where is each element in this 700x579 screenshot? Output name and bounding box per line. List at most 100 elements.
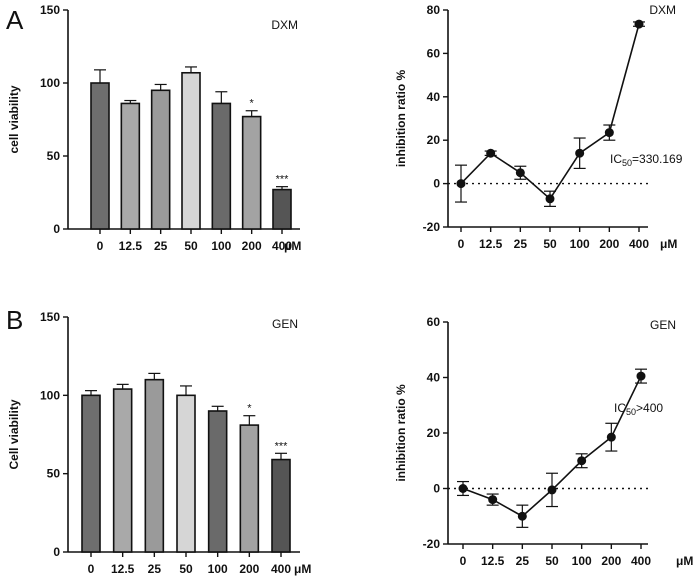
data-point xyxy=(486,148,496,158)
significance-marker: *** xyxy=(275,440,289,452)
y-tick-label: 80 xyxy=(427,3,441,17)
y-tick-label: 0 xyxy=(53,545,60,559)
y-tick-label: 50 xyxy=(47,149,61,163)
bar xyxy=(144,378,165,553)
x-tick-label: 12.5 xyxy=(111,562,135,576)
x-tick-label: 25 xyxy=(154,239,168,253)
y-tick-label: 20 xyxy=(427,133,441,147)
x-unit-label: μM xyxy=(294,562,311,576)
bar xyxy=(112,388,133,553)
bar xyxy=(90,82,110,230)
bar xyxy=(272,188,292,230)
y-tick-label: 0 xyxy=(53,222,60,236)
x-tick-label: 100 xyxy=(572,554,592,568)
y-axis-title: inhibition ratio % xyxy=(394,70,408,168)
x-tick-label: 100 xyxy=(570,237,590,251)
bar xyxy=(207,410,228,553)
x-tick-label: 0 xyxy=(88,562,95,576)
chart-title: DXM xyxy=(271,18,298,32)
y-tick-label: 40 xyxy=(427,371,441,385)
data-point xyxy=(458,484,468,493)
bar xyxy=(176,394,196,553)
x-tick-label: 0 xyxy=(97,239,104,253)
x-tick-label: 0 xyxy=(460,554,467,568)
y-tick-label: 60 xyxy=(427,315,441,329)
significance-marker: * xyxy=(250,98,255,110)
bar xyxy=(120,102,141,230)
ic50-annotation: IC50>400 xyxy=(614,401,663,417)
x-tick-label: 50 xyxy=(179,562,193,576)
x-tick-label: 400 xyxy=(272,239,292,253)
y-tick-label: 0 xyxy=(433,482,440,496)
data-point xyxy=(488,495,498,505)
panel-letter-a: A xyxy=(6,5,24,35)
data-point xyxy=(634,19,644,29)
y-axis-title: cell viability xyxy=(7,85,21,153)
x-tick-label: 25 xyxy=(516,554,530,568)
x-unit-label: μM xyxy=(676,554,693,568)
bar xyxy=(211,102,232,230)
chart-title: GEN xyxy=(272,317,298,331)
data-point xyxy=(577,456,587,466)
x-tick-label: 12.5 xyxy=(481,554,505,568)
x-tick-label: 200 xyxy=(242,239,262,253)
y-tick-label: -20 xyxy=(423,220,441,234)
data-point xyxy=(547,485,557,495)
x-unit-label: μM xyxy=(284,239,301,253)
y-axis-title: inhibition ratio % xyxy=(394,384,408,482)
data-point xyxy=(517,511,527,521)
y-axis-title: Cell viability xyxy=(7,399,21,469)
chart-title: GEN xyxy=(650,318,676,332)
data-point xyxy=(515,168,525,178)
x-tick-label: 100 xyxy=(211,239,231,253)
dxm-inhibition-chart: -20 0 20 40 60 80 inhibition ratio % 0 12.5 25 50 1… xyxy=(394,3,683,251)
bar xyxy=(271,458,291,553)
y-tick-label: -20 xyxy=(423,537,441,551)
x-tick-label: 400 xyxy=(271,562,291,576)
data-point xyxy=(636,371,646,381)
bar xyxy=(81,394,101,553)
x-tick-label: 400 xyxy=(629,237,649,251)
bar xyxy=(241,115,262,230)
x-tick-label: 50 xyxy=(545,554,559,568)
x-tick-label: 200 xyxy=(601,554,621,568)
series-line xyxy=(460,23,640,201)
x-tick-label: 25 xyxy=(148,562,162,576)
x-unit-label: μM xyxy=(660,237,677,251)
data-point xyxy=(606,432,616,442)
x-tick-label: 12.5 xyxy=(479,237,503,251)
y-tick-label: 60 xyxy=(427,46,441,60)
bar xyxy=(150,89,171,230)
data-point xyxy=(604,128,614,138)
x-tick-label: 0 xyxy=(458,237,465,251)
x-tick-label: 50 xyxy=(184,239,198,253)
x-tick-label: 100 xyxy=(208,562,228,576)
gen-cell-viability-chart: 0 50 100 150 Cell viability 0 12.5 25 50 100 200 40… xyxy=(7,310,311,576)
significance-marker: * xyxy=(247,403,252,415)
y-tick-label: 0 xyxy=(433,177,440,191)
y-tick-label: 100 xyxy=(40,76,60,90)
y-tick-label: 40 xyxy=(427,90,441,104)
y-tick-label: 150 xyxy=(40,3,60,17)
y-tick-label: 50 xyxy=(47,467,61,481)
data-point xyxy=(545,194,555,204)
gen-inhibition-chart: -20 0 20 40 60 inhibition ratio % 0 12.5 25 50 100… xyxy=(394,315,693,568)
x-tick-label: 200 xyxy=(599,237,619,251)
y-tick-label: 150 xyxy=(40,310,60,324)
panel-letter-b: B xyxy=(6,305,23,335)
x-tick-label: 50 xyxy=(543,237,557,251)
bar xyxy=(239,424,260,553)
significance-marker: *** xyxy=(276,174,290,186)
dxm-cell-viability-chart: 0 50 100 150 cell viability 0 12.5 25 50 100 200 40… xyxy=(7,3,301,253)
ic50-annotation: IC50=330.169 xyxy=(610,152,683,168)
data-point xyxy=(456,179,466,189)
x-tick-label: 400 xyxy=(631,554,651,568)
y-tick-label: 100 xyxy=(40,388,60,402)
x-tick-label: 12.5 xyxy=(119,239,143,253)
y-tick-label: 20 xyxy=(427,426,441,440)
chart-title: DXM xyxy=(649,3,676,17)
x-tick-label: 200 xyxy=(239,562,259,576)
bar xyxy=(181,71,201,230)
x-tick-label: 25 xyxy=(514,237,528,251)
